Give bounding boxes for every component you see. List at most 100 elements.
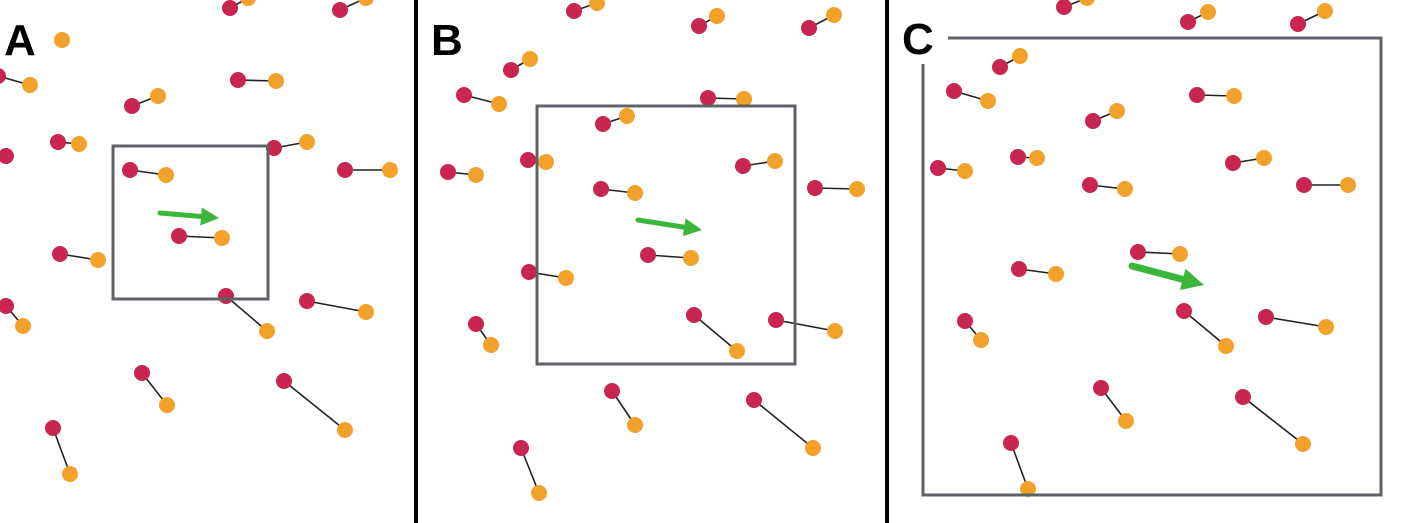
red-particle [299, 293, 315, 309]
red-particle [566, 3, 582, 19]
red-particle [801, 20, 817, 36]
dipole [930, 160, 973, 179]
dipole [801, 7, 842, 36]
orange-particle [468, 167, 484, 183]
dipole [266, 134, 315, 156]
panel-label-a: A [4, 16, 36, 65]
motion-arrow-head [1179, 268, 1204, 291]
panel-a [0, 0, 398, 482]
red-particle [768, 312, 784, 328]
red-particle [700, 90, 716, 106]
dipole [1258, 309, 1334, 335]
observation-box [535, 104, 797, 366]
dipole [1235, 389, 1311, 452]
dipole [946, 83, 996, 109]
orange-particle [150, 88, 166, 104]
orange-particle [589, 0, 605, 11]
red-particle [1296, 177, 1312, 193]
dipole [332, 0, 374, 18]
orange-particle [805, 440, 821, 456]
orange-particle [22, 77, 38, 93]
red-particle [1290, 16, 1306, 32]
dipole [520, 152, 554, 170]
dipole [1011, 261, 1064, 282]
orange-particle [1295, 436, 1311, 452]
dipole [456, 87, 507, 112]
red-particle [1258, 309, 1274, 325]
orange-particle [1118, 413, 1134, 429]
panel-label-c: C [902, 15, 934, 64]
dipole [124, 88, 166, 114]
red-particle [1093, 380, 1109, 396]
orange-particle [973, 332, 989, 348]
dipole [468, 316, 499, 353]
dipole-link [52, 427, 71, 475]
orange-particle [531, 485, 547, 501]
orange-particle [522, 51, 538, 67]
red-particle [593, 181, 609, 197]
dipole [440, 164, 484, 183]
dipole-link [753, 399, 814, 449]
red-particle [440, 164, 456, 180]
dipole-link [283, 380, 346, 431]
dipole [1010, 149, 1045, 166]
orange-particle [1012, 48, 1028, 64]
orange-particle [491, 96, 507, 112]
orange-particle [483, 337, 499, 353]
panel-b [440, 0, 865, 501]
dipole [52, 246, 106, 268]
orange-particle [240, 0, 256, 6]
label-c-background [898, 12, 948, 64]
dipole [218, 288, 275, 339]
orange-particle [1048, 266, 1064, 282]
orange-particle [1172, 246, 1188, 262]
red-particle [134, 365, 150, 381]
orange-particle [1117, 181, 1133, 197]
dipole [700, 90, 752, 107]
orange-particle [15, 318, 31, 334]
red-particle [456, 87, 472, 103]
dipole [171, 228, 230, 246]
dipole-link [306, 300, 367, 313]
red-particle [513, 440, 529, 456]
dipole [1085, 103, 1125, 129]
motion-arrow [157, 207, 219, 226]
red-particle [807, 180, 823, 196]
dipole [566, 0, 605, 19]
red-particle [691, 18, 707, 34]
orange-particle [980, 93, 996, 109]
dipole [807, 180, 865, 197]
orange-particle [268, 73, 284, 89]
motion-arrow-shaft [1128, 262, 1189, 284]
dipole [595, 108, 635, 132]
dipole [230, 72, 284, 89]
dipole [1176, 303, 1234, 354]
red-particle [957, 313, 973, 329]
motion-arrow-shaft [157, 210, 206, 220]
orange-particle [1079, 0, 1095, 6]
dipole [768, 312, 843, 339]
dipole [0, 68, 38, 93]
motion-arrow-head [200, 207, 219, 226]
dipole [1225, 150, 1272, 171]
red-particle [1010, 149, 1026, 165]
red-particle [640, 247, 656, 263]
red-particle [604, 383, 620, 399]
red-particle [1056, 0, 1072, 15]
red-particle [1011, 261, 1027, 277]
red-particle [946, 83, 962, 99]
orange-particle [214, 230, 230, 246]
dipole-link [1183, 310, 1227, 347]
red-particle [992, 59, 1008, 75]
observation-box [111, 144, 270, 301]
dipole [276, 373, 353, 438]
dipole [1003, 435, 1036, 497]
dipole [604, 383, 643, 433]
dipole [1082, 177, 1133, 197]
orange-particle [827, 323, 843, 339]
orange-particle [159, 397, 175, 413]
red-particle [1085, 113, 1101, 129]
dipole [134, 365, 175, 413]
dipole [746, 392, 821, 456]
